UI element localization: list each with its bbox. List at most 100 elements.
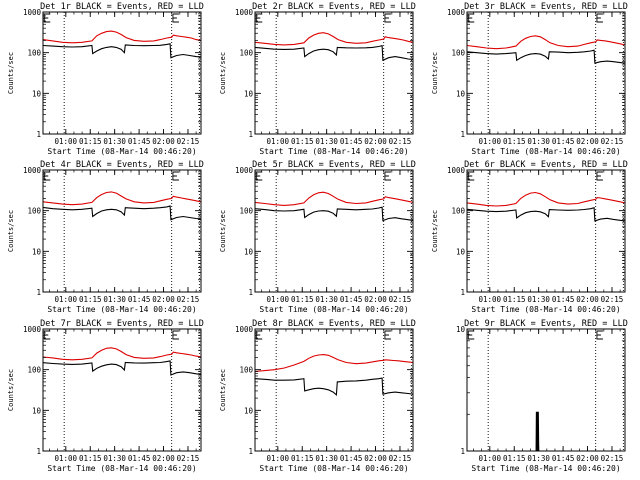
x-tick-label: 01:45: [340, 454, 363, 463]
y-tick-label: 10: [32, 89, 42, 98]
y-tick-label: 100: [451, 49, 465, 58]
y-tick-label: 100: [239, 207, 253, 216]
panel-4: Det 4r BLACK = Events, RED = LLD 1 10 100 10…: [7, 160, 204, 314]
plot-frame: [254, 11, 414, 135]
x-tick-label: 01:15: [79, 454, 102, 463]
x-tick-label: 01:15: [503, 295, 526, 304]
x-tick-label: 02:15: [177, 295, 200, 304]
x-tick-label: 02:00: [364, 454, 387, 463]
x-axis-label: Start Time (08-Mar-14 00:46:20): [471, 147, 620, 156]
y-tick-label: 100: [27, 49, 41, 58]
x-tick-label: 02:15: [389, 295, 412, 304]
lld-series-line: [42, 347, 202, 361]
panel-7: Det 7r BLACK = Events, RED = LLD 1 10 100 10…: [7, 319, 204, 473]
plot-frame: [42, 11, 202, 135]
x-tick-label: 01:15: [291, 137, 314, 146]
x-tick-label: 01:45: [552, 295, 575, 304]
plot-frame: [42, 328, 202, 452]
x-tick-label: 01:00: [479, 137, 502, 146]
y-tick-label: 100: [27, 366, 41, 375]
lld-series-line: [42, 191, 202, 206]
x-axis-label: Start Time (08-Mar-14 00:46:20): [47, 464, 196, 473]
e-marker: [384, 330, 391, 340]
y-tick-label: 1000: [235, 166, 254, 175]
y-tick-label: 1000: [23, 8, 42, 17]
x-tick-label: 01:30: [527, 295, 550, 304]
y-axis-label: Counts/sec: [431, 52, 439, 94]
y-tick-label: 10: [32, 406, 42, 415]
x-tick-label: 01:30: [103, 137, 126, 146]
y-tick-label: 10: [456, 325, 466, 334]
x-tick-label: 01:15: [503, 454, 526, 463]
x-tick-label: 01:45: [128, 295, 151, 304]
panel-title: Det 1r BLACK = Events, RED = LLD: [40, 2, 204, 12]
y-tick-label: 1: [36, 288, 41, 297]
panel-6: Det 6r BLACK = Events, RED = LLD 1 10 100 10…: [431, 160, 628, 314]
x-axis-label: Start Time (08-Mar-14 00:46:20): [259, 464, 408, 473]
panel-title: Det 6r BLACK = Events, RED = LLD: [464, 160, 628, 170]
plot-frame: [466, 11, 626, 135]
y-tick-label: 1000: [447, 166, 466, 175]
y-axis-label: Counts/sec: [219, 369, 227, 411]
x-axis-label: Start Time (08-Mar-14 00:46:20): [47, 305, 196, 314]
y-tick-label: 100: [239, 49, 253, 58]
x-tick-label: 01:45: [128, 137, 151, 146]
panel-title: Det 4r BLACK = Events, RED = LLD: [40, 160, 204, 170]
y-tick-label: 1: [460, 288, 465, 297]
y-tick-label: 1: [248, 130, 253, 139]
events-series-line: [535, 411, 540, 452]
plot-frame: [466, 328, 626, 452]
lld-series-line: [254, 32, 414, 46]
plot-frame: [254, 169, 414, 293]
x-tick-label: 02:00: [152, 137, 175, 146]
plot-frame: [466, 169, 626, 293]
y-axis-label: Counts/sec: [219, 52, 227, 94]
e-marker: [172, 171, 179, 181]
plot-frame: [254, 328, 414, 452]
lld-series-line: [466, 35, 626, 50]
x-tick-label: 01:15: [291, 454, 314, 463]
plot-frame: [42, 169, 202, 293]
y-axis-label: Counts/sec: [7, 210, 15, 252]
x-tick-label: 02:15: [389, 454, 412, 463]
y-tick-label: 10: [244, 89, 254, 98]
panel-5: Det 5r BLACK = Events, RED = LLD 1 10 100 10…: [219, 160, 416, 314]
panel-title: Det 3r BLACK = Events, RED = LLD: [464, 2, 628, 12]
x-tick-label: 01:45: [340, 137, 363, 146]
panel-title: Det 9r BLACK = Events, RED = LLD: [464, 319, 628, 329]
x-tick-label: 01:45: [552, 137, 575, 146]
e-marker: [467, 330, 475, 340]
x-tick-label: 02:15: [389, 137, 412, 146]
x-tick-label: 01:00: [55, 454, 78, 463]
lld-series-line: [254, 191, 414, 206]
x-tick-label: 01:00: [55, 137, 78, 146]
x-tick-label: 02:15: [177, 454, 200, 463]
x-tick-label: 01:00: [267, 295, 290, 304]
y-axis-label: Counts/sec: [219, 210, 227, 252]
x-tick-label: 01:45: [340, 295, 363, 304]
lld-series-line: [42, 30, 202, 44]
x-tick-label: 01:30: [315, 295, 338, 304]
y-tick-label: 1: [248, 288, 253, 297]
events-series-line: [466, 49, 626, 64]
y-tick-label: 1000: [23, 325, 42, 334]
x-tick-label: 01:00: [479, 295, 502, 304]
x-tick-label: 01:30: [315, 137, 338, 146]
panel-3: Det 3r BLACK = Events, RED = LLD 1 10 100 10…: [431, 2, 628, 156]
y-tick-label: 1000: [447, 8, 466, 17]
lld-series-line: [466, 191, 626, 207]
e-marker: [384, 171, 391, 181]
x-tick-label: 01:00: [267, 454, 290, 463]
x-tick-label: 02:00: [576, 454, 599, 463]
events-series-line: [254, 45, 414, 62]
e-marker: [596, 330, 603, 340]
y-tick-label: 1: [460, 447, 465, 456]
y-tick-label: 1: [36, 130, 41, 139]
y-tick-label: 100: [239, 366, 253, 375]
x-tick-label: 01:30: [103, 295, 126, 304]
x-tick-label: 02:00: [152, 454, 175, 463]
y-tick-label: 1: [36, 447, 41, 456]
y-tick-label: 100: [27, 207, 41, 216]
x-tick-label: 01:00: [267, 137, 290, 146]
